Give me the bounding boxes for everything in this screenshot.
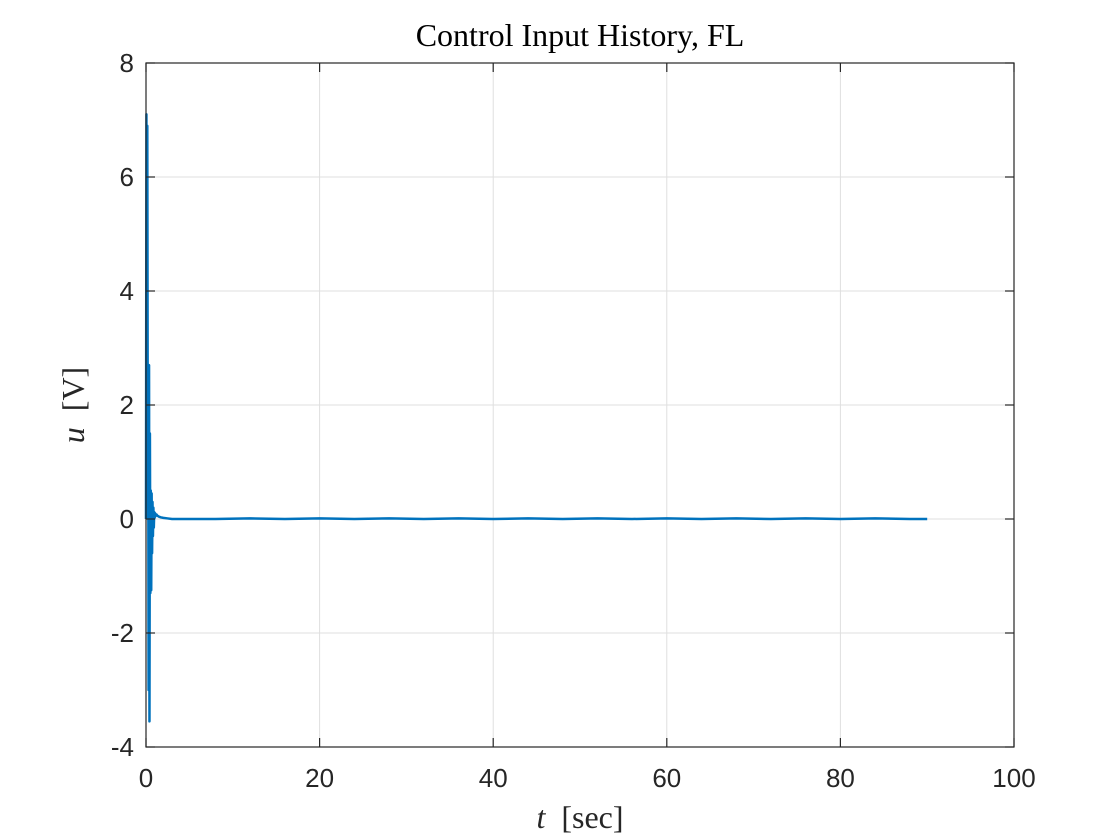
x-tick-label: 100 bbox=[992, 763, 1035, 793]
y-axis-label: u [V] bbox=[55, 367, 91, 443]
y-tick-label: -4 bbox=[111, 732, 134, 762]
chart-title: Control Input History, FL bbox=[416, 17, 745, 53]
y-axis-label-var: u bbox=[55, 427, 91, 443]
x-tick-label: 0 bbox=[139, 763, 153, 793]
y-tick-label: 0 bbox=[120, 504, 134, 534]
x-axis-label-unit: [sec] bbox=[561, 799, 623, 835]
x-tick-label: 20 bbox=[305, 763, 334, 793]
series-line-u bbox=[144, 113, 928, 723]
y-tick-label: 8 bbox=[120, 48, 134, 78]
x-axis-label-var: t bbox=[536, 799, 546, 835]
tick-labels: 0 20 40 60 80 100 -4 -2 0 2 4 6 8 bbox=[111, 48, 1036, 793]
y-tick-label: 2 bbox=[120, 390, 134, 420]
x-tick-label: 60 bbox=[652, 763, 681, 793]
ticks bbox=[145, 62, 1015, 748]
x-axis-label: t [sec] bbox=[536, 799, 623, 835]
y-tick-label: -2 bbox=[111, 618, 134, 648]
grid bbox=[145, 62, 1015, 748]
x-tick-label: 80 bbox=[826, 763, 855, 793]
x-tick-label: 40 bbox=[479, 763, 508, 793]
y-tick-label: 6 bbox=[120, 162, 134, 192]
y-axis-label-unit: [V] bbox=[55, 367, 91, 411]
y-tick-label: 4 bbox=[120, 276, 134, 306]
